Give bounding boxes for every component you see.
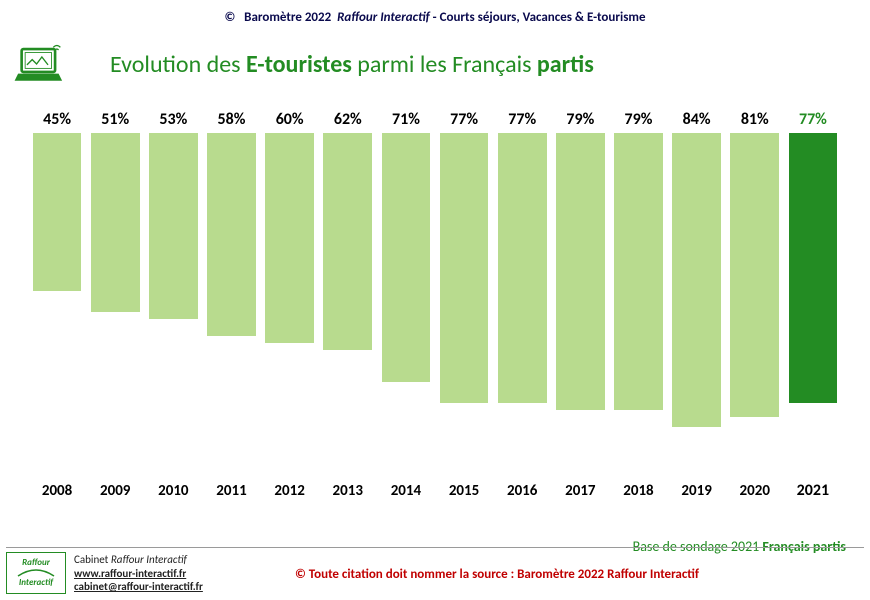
bar-wrap: 77%2021 [786,110,840,474]
bar-wrap: 79%2018 [611,110,665,474]
bar-wrap: 79%2017 [553,110,607,474]
bar-year-label: 2010 [158,482,188,500]
bar-value-label: 71% [392,110,420,129]
bar-wrap: 77%2015 [437,110,491,474]
title-part-1: Evolution des [110,50,246,79]
bar [382,133,431,382]
footer-logo: Raffour Interactif [6,552,66,594]
bar-value-label: 58% [218,110,246,129]
bar [672,133,721,427]
title-part-3: parmi les Français [352,50,537,79]
chart-title: Evolution des E-touristes parmi les Fran… [110,50,594,79]
bar-year-label: 2017 [565,482,595,500]
bar-value-label: 84% [683,110,711,129]
bar-wrap: 81%2020 [728,110,782,474]
bar [614,133,663,410]
bar [730,133,779,417]
bar-value-label: 77% [799,110,827,129]
bar-value-label: 79% [566,110,594,129]
bar-wrap: 84%2019 [670,110,724,474]
bar-year-label: 2015 [449,482,479,500]
header-copyright: © Baromètre 2022 Raffour Interactif - Co… [0,10,870,25]
bar-value-label: 60% [276,110,304,129]
footer-website: www.raffour-interactif.fr [74,567,203,581]
footer-logo-line2: Interactif [19,578,53,588]
bar-value-label: 77% [508,110,536,129]
bar-value-label: 45% [43,110,71,129]
bar [556,133,605,410]
bar-value-label: 79% [625,110,653,129]
bar-year-label: 2014 [391,482,421,500]
bar-year-label: 2013 [333,482,363,500]
bar-wrap: 45%2008 [30,110,84,474]
bar-value-label: 53% [159,110,187,129]
footer-logo-line1: Raffour [22,558,50,568]
bar-year-label: 2019 [681,482,711,500]
bar-year-label: 2020 [740,482,770,500]
bar-chart: 45%200851%200953%201058%201160%201262%20… [30,110,840,500]
header-prefix: Baromètre 2022 [244,10,331,25]
bar-value-label: 51% [101,110,129,129]
citation-notice: © Toute citation doit nommer la source :… [295,567,699,582]
bar [440,133,489,403]
bar-value-label: 81% [741,110,769,129]
bar-year-label: 2021 [797,481,829,500]
bar [33,133,82,291]
footer-divider [6,547,864,548]
footer-cabinet-prefix: Cabinet [74,553,111,566]
title-part-2: E-touristes [246,50,352,79]
bar-wrap: 51%2009 [88,110,142,474]
bar [498,133,547,403]
bar [207,133,256,336]
footer-email: cabinet@raffour-interactif.fr [74,580,203,594]
bar-year-label: 2008 [42,482,72,500]
bar-value-label: 77% [450,110,478,129]
bar-wrap: 53%2010 [146,110,200,474]
bar [91,133,140,312]
bar-wrap: 77%2016 [495,110,549,474]
footer-cabinet-line: Cabinet Raffour Interactif [74,553,203,567]
bar-year-label: 2011 [216,482,246,500]
bar-value-label: 62% [334,110,362,129]
bar-wrap: 58%2011 [204,110,258,474]
header-sep: - [433,10,440,25]
bar-wrap: 60%2012 [263,110,317,474]
bar-wrap: 71%2014 [379,110,433,474]
bar-wrap: 62%2013 [321,110,375,474]
laptop-travel-icon [14,42,68,86]
bar [265,133,314,343]
footer-contact: Cabinet Raffour Interactif www.raffour-i… [74,553,203,594]
bar [789,133,838,403]
bar-year-label: 2018 [623,482,653,500]
bar [149,133,198,319]
header-org: Raffour Interactif [337,10,430,25]
bar-year-label: 2012 [274,482,304,500]
footer-cabinet-name: Raffour Interactif [111,553,187,566]
bar [323,133,372,350]
header-suffix: Courts séjours, Vacances & E-tourisme [440,10,646,25]
title-part-4: partis [537,50,594,79]
bar-year-label: 2016 [507,482,537,500]
bar-year-label: 2009 [100,482,130,500]
copyright-symbol: © [224,10,235,25]
